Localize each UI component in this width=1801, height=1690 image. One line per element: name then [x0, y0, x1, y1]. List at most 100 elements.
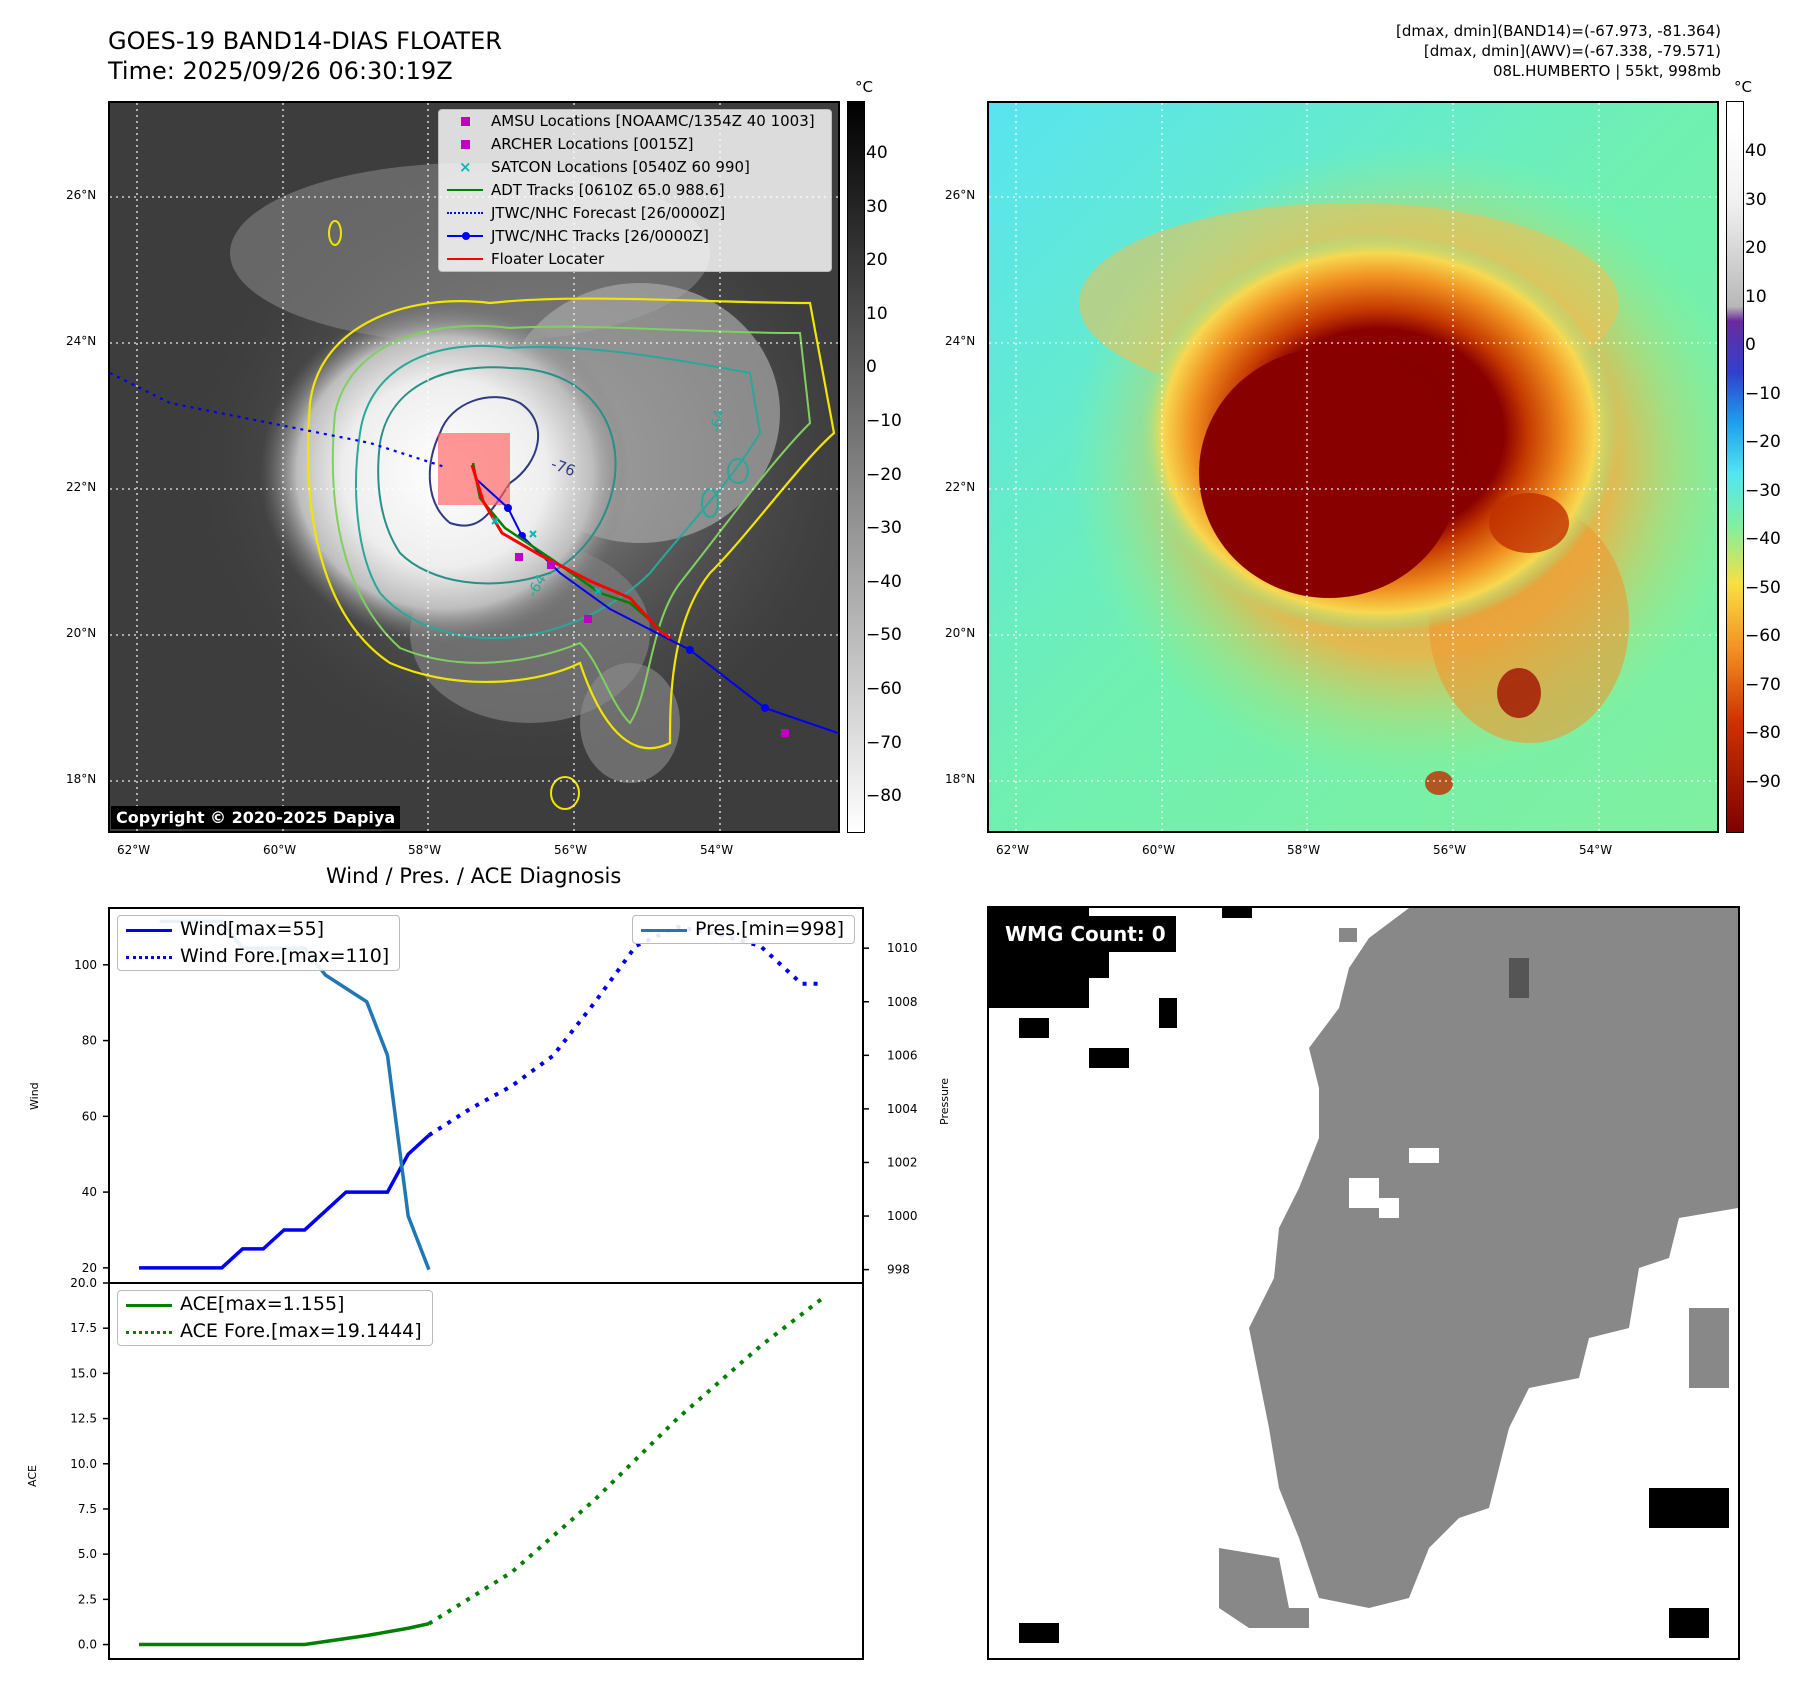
pressure-tick-label: 1002	[887, 1155, 918, 1169]
colorbar-tick-label: −30	[1745, 480, 1781, 501]
info-storm: 08L.HUMBERTO | 55kt, 998mb	[1492, 62, 1721, 80]
lon-label: 54°W	[1579, 843, 1613, 857]
colorbar-tick-label: 30	[1745, 189, 1767, 210]
pressure-tick-label: 1004	[887, 1102, 918, 1116]
colorbar-tick-label: 10	[1745, 286, 1767, 307]
legend-floater: Floater Locater	[439, 248, 831, 271]
lon-label: 60°W	[263, 843, 297, 857]
colorbar-tick-label: −70	[866, 732, 902, 753]
lon-label: 54°W	[700, 843, 734, 857]
lon-label: 62°W	[996, 843, 1030, 857]
lon-label: 62°W	[117, 843, 151, 857]
colorbar-tick-label: 10	[866, 303, 888, 324]
grayscale-colorbar	[847, 101, 865, 833]
ace-series-line	[139, 1621, 430, 1647]
lat-label: 26°N	[66, 188, 97, 202]
lat-label: 20°N	[66, 626, 97, 640]
pressure-legend: Pres.[min=998]	[632, 915, 855, 944]
legend-x-marker: ×	[459, 158, 472, 176]
chart-time: Time: 2025/09/26 06:30:19Z	[108, 57, 453, 85]
ace-tick-label: 7.5	[78, 1502, 97, 1516]
band14-map: -76 -64 -64 AMSU Locations [NOAAMC/1354Z…	[108, 101, 840, 833]
lat-label: 18°N	[66, 772, 97, 786]
legend-line-swatch	[447, 189, 483, 191]
contour-label-2: -64	[708, 408, 728, 433]
colorbar-unit: °C	[1734, 78, 1752, 96]
colorbar-tick-label: −20	[1745, 432, 1781, 452]
wind-legend: Wind[max=55] Wind Fore.[max=110]	[117, 915, 401, 971]
colorbar-tick-label: 20	[866, 250, 888, 271]
legend-wind: Wind[max=55]	[118, 916, 399, 943]
ace-tick-label: 0.0	[78, 1638, 97, 1652]
lat-label: 22°N	[66, 480, 97, 494]
wmg-panel: WMG Count: 0	[987, 906, 1740, 1660]
pressure-tick-label: 1006	[887, 1048, 918, 1062]
legend-dotted-swatch	[447, 212, 483, 214]
ace-tick-label: 10.0	[70, 1457, 97, 1471]
wind-tick-label: 100	[74, 958, 97, 972]
legend-ace-fore: ACE Fore.[max=19.1444]	[118, 1318, 432, 1345]
pressure-tick-label: 1008	[887, 995, 918, 1009]
jtwc-track-points	[504, 504, 769, 712]
legend-archer: ARCHER Locations [0015Z]	[439, 133, 831, 156]
wind-tick-label: 80	[82, 1034, 97, 1048]
awv-map-graphic	[989, 103, 1717, 831]
wind-tick-label: 20	[82, 1261, 97, 1275]
lon-label: 58°W	[1287, 843, 1321, 857]
wind-forecast-line	[427, 924, 823, 1137]
colorbar-tick-label: −50	[1745, 577, 1781, 598]
lon-label: 58°W	[408, 843, 442, 857]
colorbar-tick-label: −50	[866, 625, 902, 646]
legend-wind-fore: Wind Fore.[max=110]	[118, 943, 399, 970]
lat-label: 22°N	[945, 480, 976, 494]
legend-line-swatch	[126, 1304, 172, 1307]
legend-line-swatch	[447, 258, 483, 260]
info-awv: [dmax, dmin](AWV)=(-67.338, -79.571)	[1423, 42, 1721, 60]
colorbar-tick-label: 0	[1745, 335, 1756, 355]
lat-label: 24°N	[945, 334, 976, 348]
copyright-badge: Copyright © 2020-2025 Dapiya	[111, 806, 401, 829]
chart-title: GOES-19 BAND14-DIAS FLOATER	[108, 27, 502, 55]
colorbar-tick-label: −80	[1745, 723, 1781, 743]
legend-line-swatch	[126, 929, 172, 932]
colorbar-tick-label: −40	[1745, 529, 1781, 549]
info-band14: [dmax, dmin](BAND14)=(-67.973, -81.364)	[1396, 22, 1721, 40]
colorbar-tick-label: 40	[1745, 141, 1767, 161]
legend-amsu: AMSU Locations [NOAAMC/1354Z 40 1003]	[439, 110, 831, 133]
legend-pressure: Pres.[min=998]	[633, 916, 854, 943]
legend-dot-marker	[462, 232, 470, 240]
legend-satcon: × SATCON Locations [0540Z 60 990]	[459, 158, 750, 176]
legend-ace: ACE[max=1.155]	[118, 1291, 432, 1318]
satcon-markers	[491, 517, 602, 595]
legend-dotted-swatch	[126, 956, 172, 959]
pressure-tick-label: 1000	[887, 1209, 918, 1223]
lat-label: 20°N	[945, 626, 976, 640]
colorbar-tick-label: −40	[866, 571, 902, 592]
awv-colorbar	[1726, 101, 1744, 833]
legend-jtwc-tracks: JTWC/NHC Tracks [26/0000Z]	[439, 225, 831, 248]
wind-tick-label: 60	[82, 1109, 97, 1123]
diagnosis-title: Wind / Pres. / ACE Diagnosis	[326, 864, 622, 888]
lat-label: 24°N	[66, 334, 97, 348]
ace-forecast-line	[427, 1296, 824, 1626]
legend-dotted-swatch	[126, 1331, 172, 1334]
colorbar-tick-label: −60	[866, 679, 902, 699]
legend-square-marker	[461, 117, 470, 126]
ace-legend: ACE[max=1.155] ACE Fore.[max=19.1444]	[117, 1290, 433, 1346]
colorbar-tick-label: −90	[1745, 771, 1781, 792]
colorbar-tick-label: 0	[866, 357, 877, 378]
lon-label: 60°W	[1142, 843, 1176, 857]
colorbar-tick-label: −10	[1745, 383, 1781, 404]
map-legend: AMSU Locations [NOAAMC/1354Z 40 1003] AR…	[438, 109, 832, 272]
colorbar-unit: °C	[855, 78, 873, 96]
ace-tick-label: 17.5	[70, 1321, 97, 1335]
pressure-tick-label: 1010	[887, 941, 918, 955]
legend-jtwc-forecast: JTWC/NHC Forecast [26/0000Z]	[439, 202, 831, 225]
lat-label: 26°N	[945, 188, 976, 202]
wind-tick-label: 40	[82, 1185, 97, 1199]
ace-tick-label: 12.5	[70, 1412, 97, 1426]
colorbar-tick-label: 40	[866, 143, 888, 163]
colorbar-tick-label: 20	[1745, 238, 1767, 258]
legend-square-marker	[461, 140, 470, 149]
wind-series-line	[139, 1133, 431, 1270]
